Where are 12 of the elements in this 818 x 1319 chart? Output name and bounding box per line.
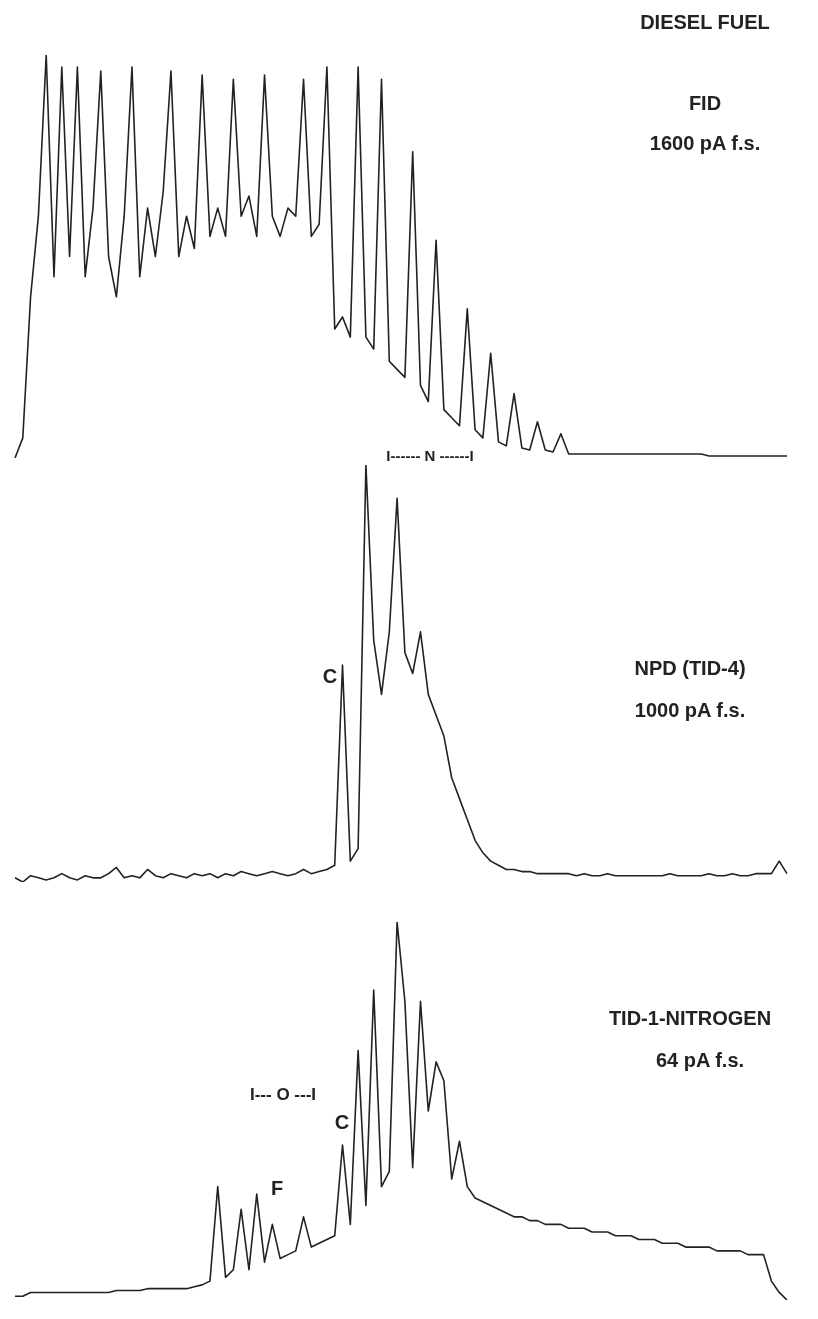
- chart-title: DIESEL FUEL: [640, 10, 770, 34]
- annotation: 1600 pA f.s.: [649, 131, 761, 155]
- annotation: F: [270, 1176, 284, 1200]
- annotation: FID: [688, 91, 722, 115]
- annotation: NPD (TID-4): [634, 656, 746, 680]
- annotation: 1000 pA f.s.: [634, 698, 746, 722]
- annotation: C: [322, 664, 338, 688]
- annotation: TID-1-NITROGEN: [608, 1006, 772, 1030]
- annotation: C: [334, 1110, 350, 1134]
- annotation: 64 pA f.s.: [655, 1048, 745, 1072]
- annotation: I--- O ---I: [249, 1085, 317, 1105]
- annotation: I------ N ------I: [386, 446, 474, 464]
